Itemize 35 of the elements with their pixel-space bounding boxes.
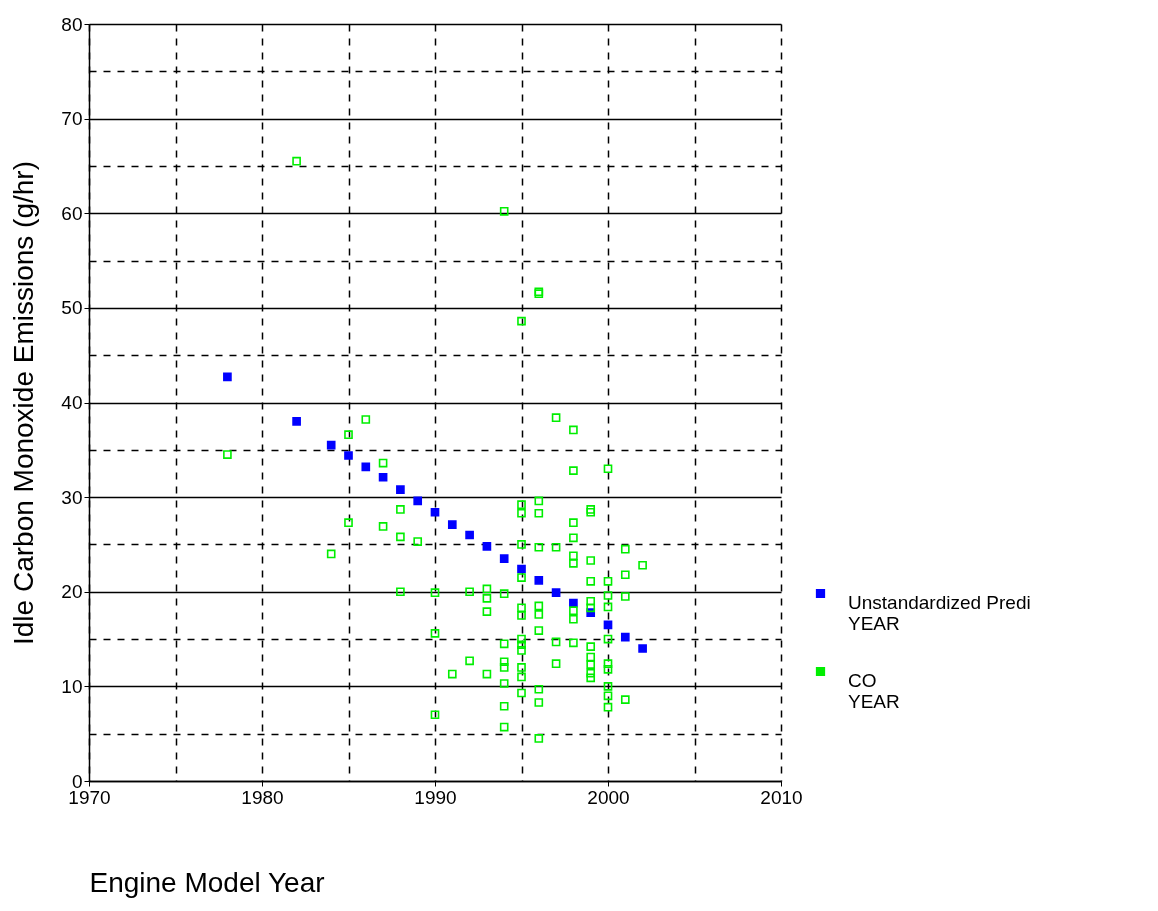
point xyxy=(223,372,232,382)
x-tick-label: 2010 xyxy=(760,786,803,808)
point xyxy=(378,472,388,482)
y-tick-label: 20 xyxy=(61,581,83,603)
point xyxy=(517,564,526,574)
point xyxy=(620,632,630,642)
x-tick-label: 1980 xyxy=(241,786,284,808)
x-tick-label: 1990 xyxy=(414,786,457,808)
point xyxy=(551,588,561,598)
point xyxy=(465,530,474,540)
point xyxy=(344,451,353,460)
point xyxy=(413,496,423,506)
y-tick-label: 60 xyxy=(61,202,83,224)
point xyxy=(292,417,301,426)
y-tick-label: 10 xyxy=(61,675,83,697)
point xyxy=(430,507,440,517)
legend-label: CO YEAR xyxy=(848,669,900,712)
point xyxy=(361,462,371,472)
x-tick-label: 2000 xyxy=(587,786,630,808)
y-axis-title: Idle Carbon Monoxide Emissions (g/hr) xyxy=(8,161,40,645)
y-tick-label: 30 xyxy=(61,486,83,508)
y-tick-label: 0 xyxy=(71,770,83,792)
point xyxy=(499,554,509,563)
point xyxy=(326,440,336,450)
x-axis-title: Engine Model Year xyxy=(89,866,325,898)
point xyxy=(447,520,457,529)
y-tick-label: 50 xyxy=(61,297,83,319)
point xyxy=(482,541,492,551)
y-tick-label: 40 xyxy=(61,392,83,413)
y-tick-label: 70 xyxy=(61,108,83,130)
point xyxy=(638,644,647,653)
y-tick-label: 80 xyxy=(61,13,83,35)
legend-label: Unstandardized Predi YEAR xyxy=(848,591,1031,634)
point xyxy=(534,576,544,585)
point xyxy=(396,485,405,494)
